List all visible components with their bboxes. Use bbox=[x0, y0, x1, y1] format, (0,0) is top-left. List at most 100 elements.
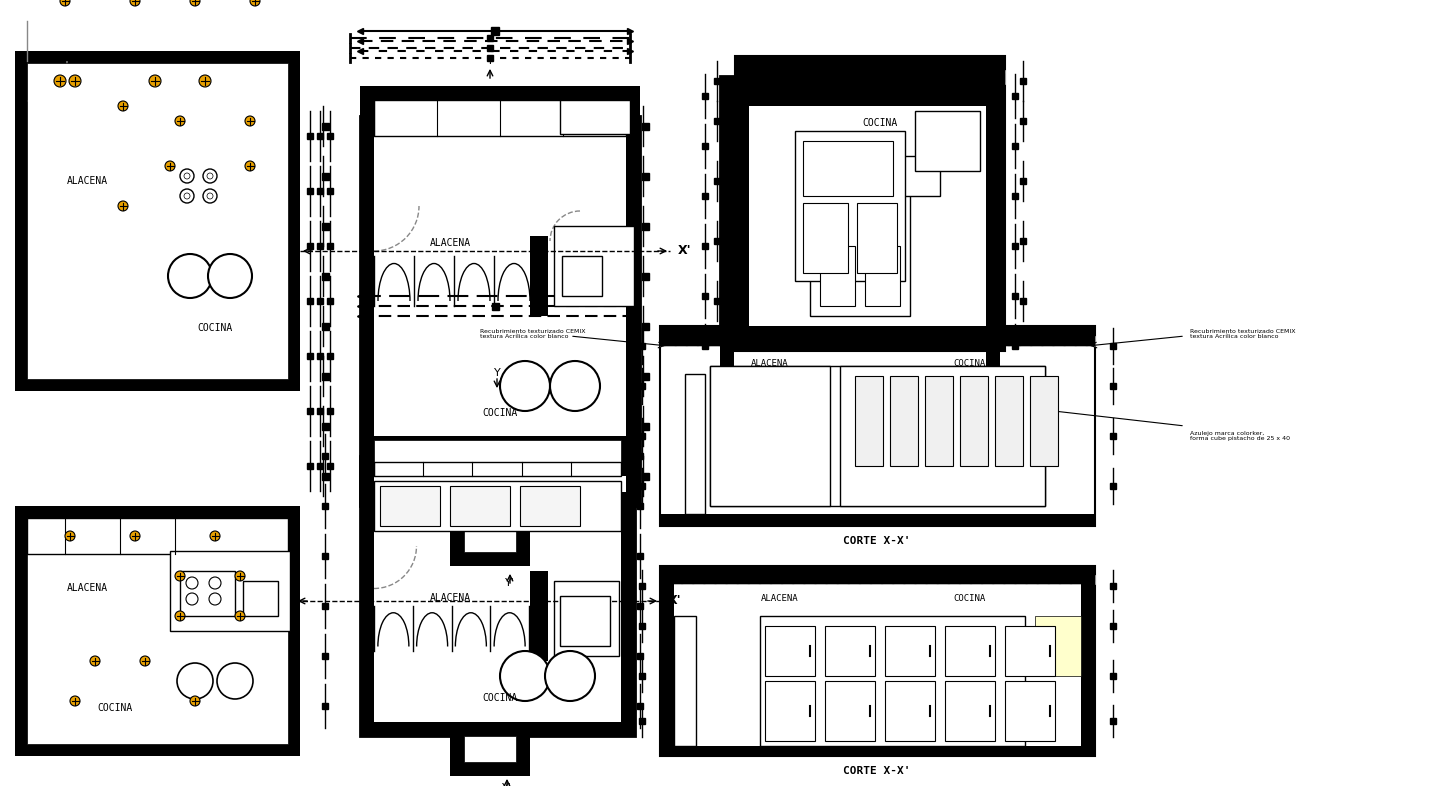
Circle shape bbox=[174, 571, 184, 581]
Bar bbox=[889, 156, 940, 196]
Bar bbox=[714, 238, 719, 244]
Bar bbox=[180, 571, 235, 616]
Bar bbox=[360, 116, 641, 506]
Bar bbox=[463, 736, 516, 762]
Bar bbox=[307, 133, 313, 139]
Bar bbox=[642, 423, 648, 429]
Bar bbox=[27, 63, 287, 379]
Bar bbox=[360, 136, 375, 506]
Bar bbox=[642, 472, 648, 479]
Bar bbox=[322, 453, 327, 459]
Bar bbox=[322, 553, 327, 559]
Circle shape bbox=[167, 254, 212, 298]
Bar bbox=[1110, 433, 1115, 439]
Bar bbox=[492, 303, 499, 310]
Bar bbox=[317, 243, 323, 249]
Bar bbox=[885, 626, 935, 676]
Text: COCINA: COCINA bbox=[954, 594, 987, 603]
Bar bbox=[1020, 298, 1025, 304]
Bar bbox=[714, 298, 719, 304]
Bar bbox=[702, 243, 708, 249]
Bar bbox=[375, 100, 626, 122]
Bar bbox=[661, 326, 1095, 346]
Bar bbox=[1110, 583, 1115, 589]
Circle shape bbox=[209, 577, 222, 589]
Bar bbox=[991, 84, 1005, 339]
Bar bbox=[626, 136, 641, 506]
Circle shape bbox=[209, 593, 222, 605]
Text: Y: Y bbox=[486, 56, 493, 66]
Text: COCINA: COCINA bbox=[482, 408, 518, 418]
Text: Y': Y' bbox=[505, 578, 515, 588]
Text: ALACENA: ALACENA bbox=[429, 593, 470, 603]
Bar bbox=[636, 553, 644, 559]
Bar bbox=[642, 123, 648, 130]
Bar bbox=[360, 436, 635, 476]
Circle shape bbox=[203, 189, 217, 203]
Circle shape bbox=[140, 656, 150, 666]
Bar bbox=[360, 456, 635, 736]
Bar bbox=[639, 673, 645, 679]
Bar bbox=[380, 486, 440, 526]
Bar bbox=[642, 273, 648, 280]
Bar bbox=[553, 581, 619, 656]
Bar bbox=[450, 486, 511, 526]
Bar bbox=[925, 376, 952, 466]
Circle shape bbox=[70, 696, 80, 706]
Bar bbox=[661, 566, 1095, 584]
Bar bbox=[531, 236, 548, 316]
Bar bbox=[1020, 178, 1025, 184]
Bar bbox=[636, 653, 644, 659]
Bar bbox=[317, 408, 323, 414]
Circle shape bbox=[500, 361, 551, 411]
Bar bbox=[804, 141, 892, 196]
Circle shape bbox=[245, 161, 255, 171]
Bar bbox=[1110, 623, 1115, 629]
Circle shape bbox=[210, 531, 220, 541]
Bar bbox=[1012, 143, 1018, 149]
Circle shape bbox=[207, 254, 252, 298]
Bar bbox=[360, 722, 635, 736]
Circle shape bbox=[235, 611, 245, 621]
Circle shape bbox=[207, 173, 213, 179]
Bar bbox=[702, 293, 708, 299]
Text: COCINA: COCINA bbox=[197, 323, 233, 333]
Circle shape bbox=[545, 651, 595, 701]
Bar bbox=[865, 246, 899, 306]
Bar bbox=[1110, 718, 1115, 724]
Bar bbox=[1110, 383, 1115, 389]
Bar bbox=[327, 463, 333, 469]
Circle shape bbox=[180, 189, 194, 203]
Bar bbox=[360, 86, 641, 136]
Bar bbox=[857, 203, 897, 273]
Bar bbox=[719, 91, 1000, 106]
Bar bbox=[661, 584, 674, 746]
Bar bbox=[702, 193, 708, 199]
Circle shape bbox=[54, 75, 66, 87]
Bar bbox=[1012, 243, 1018, 249]
Bar bbox=[987, 106, 1000, 381]
Text: ALACENA: ALACENA bbox=[761, 594, 799, 603]
Bar bbox=[702, 93, 708, 99]
Bar bbox=[360, 492, 641, 506]
Bar bbox=[995, 376, 1022, 466]
Bar bbox=[1110, 483, 1115, 489]
Circle shape bbox=[186, 577, 197, 589]
Text: ALACENA: ALACENA bbox=[429, 238, 470, 248]
Bar bbox=[819, 246, 855, 306]
Bar bbox=[488, 55, 493, 61]
Bar bbox=[636, 703, 644, 709]
Bar bbox=[561, 596, 611, 646]
Bar bbox=[636, 603, 644, 609]
Text: X': X' bbox=[668, 594, 682, 608]
Bar bbox=[825, 626, 875, 676]
Bar bbox=[327, 188, 333, 194]
Bar bbox=[322, 373, 329, 380]
Bar bbox=[375, 100, 626, 136]
Bar bbox=[27, 351, 287, 379]
Bar bbox=[825, 681, 875, 741]
Circle shape bbox=[186, 593, 197, 605]
Text: COCINA: COCINA bbox=[872, 98, 908, 108]
Bar bbox=[661, 336, 1095, 346]
Circle shape bbox=[119, 101, 129, 111]
